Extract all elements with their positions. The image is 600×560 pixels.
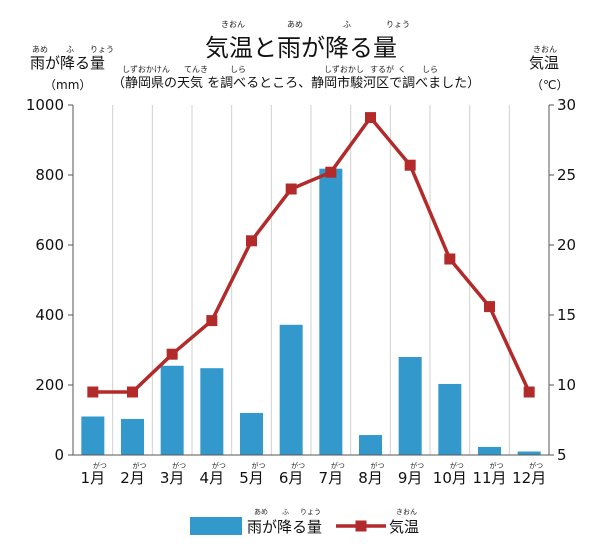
- left-axis-ruby-ame: あめ: [32, 45, 48, 54]
- month-label-10: 10月: [433, 469, 467, 487]
- title-ruby-fu: ふ: [343, 20, 351, 29]
- month-label-5: 5月: [239, 469, 264, 487]
- month-label-ruby: がつ: [291, 461, 305, 470]
- rainfall-bar-6: [279, 324, 303, 455]
- right-tick-label: 25: [557, 166, 576, 184]
- month-label-ruby: がつ: [93, 461, 107, 470]
- legend-rainfall-ruby: ふ: [282, 508, 289, 516]
- subtitle-ruby-ku: く: [398, 65, 406, 74]
- rainfall-bar-7: [319, 168, 343, 455]
- month-label-ruby: がつ: [450, 461, 464, 470]
- left-tick-label: 0: [54, 446, 64, 464]
- right-axis-ruby-kion: きおん: [533, 45, 557, 54]
- legend-rainfall-ruby: りょう: [300, 508, 321, 516]
- month-label-ruby: がつ: [212, 461, 226, 470]
- month-label-ruby: がつ: [371, 461, 385, 470]
- month-label-ruby: がつ: [133, 461, 147, 470]
- right-tick-label: 5: [557, 446, 567, 464]
- month-label-4: 4月: [200, 469, 225, 487]
- month-label-ruby: がつ: [529, 461, 543, 470]
- month-label-6: 6月: [279, 469, 304, 487]
- title-ruby-kion: きおん: [221, 20, 245, 29]
- legend-temperature-marker: [355, 520, 367, 532]
- temperature-marker-12: [523, 386, 535, 398]
- legend-temperature-ruby: きおん: [396, 508, 417, 516]
- right-axis-unit: （℃）: [531, 78, 569, 92]
- month-label-ruby: がつ: [252, 461, 266, 470]
- month-label-ruby: がつ: [172, 461, 186, 470]
- temperature-series: [87, 112, 535, 398]
- month-label-8: 8月: [358, 469, 383, 487]
- temperature-marker-10: [444, 253, 456, 265]
- chart-subtitle: （静岡県の天気 を調べるところ、静岡市駿河区で調べました）: [112, 76, 481, 91]
- rainfall-bar-11: [478, 446, 501, 455]
- subtitle-ruby-suruga: するが: [370, 65, 394, 74]
- rainfall-bar-1: [81, 416, 105, 455]
- rainfall-bar-5: [240, 413, 263, 455]
- right-tick-label: 10: [557, 376, 576, 394]
- month-label-11: 11月: [472, 469, 506, 487]
- month-label-3: 3月: [160, 469, 185, 487]
- month-label-2: 2月: [120, 469, 145, 487]
- right-tick-label: 20: [557, 236, 576, 254]
- subtitle-ruby-shira2: しら: [422, 65, 438, 74]
- rainfall-bar-3: [160, 365, 184, 455]
- chart-axes: [68, 104, 554, 456]
- legend-rainfall-swatch: [190, 517, 242, 535]
- month-label-1: 1月: [81, 469, 106, 487]
- temperature-marker-2: [127, 386, 138, 398]
- vertical-gridlines: [112, 105, 510, 455]
- left-tick-label: 200: [35, 376, 64, 394]
- right-tick-label: 15: [557, 306, 576, 324]
- month-label-9: 9月: [398, 469, 423, 487]
- left-axis-ruby-ryou: りょう: [90, 45, 114, 54]
- subtitle-ruby-shizuokashi: しずおかし: [324, 65, 364, 74]
- rainfall-bar-12: [517, 451, 541, 455]
- temperature-marker-11: [484, 301, 495, 313]
- month-label-7: 7月: [319, 469, 344, 487]
- left-axis-title: 雨が降る量: [30, 54, 106, 72]
- temperature-marker-7: [325, 166, 337, 178]
- subtitle-ruby-shira1: しら: [230, 65, 246, 74]
- left-tick-label: 800: [35, 166, 64, 184]
- legend-temperature-label: 気温: [389, 518, 419, 536]
- temperature-marker-1: [87, 386, 99, 398]
- right-axis-title: 気温: [529, 54, 560, 72]
- left-tick-label: 600: [35, 236, 64, 254]
- month-label-12: 12月: [512, 469, 546, 487]
- temperature-marker-6: [285, 183, 297, 195]
- rainfall-bar-10: [438, 383, 462, 455]
- month-label-ruby: がつ: [410, 461, 424, 470]
- left-tick-label: 1000: [26, 96, 64, 114]
- temperature-marker-5: [246, 235, 257, 247]
- month-label-ruby: がつ: [331, 461, 345, 470]
- month-label-ruby: がつ: [490, 461, 504, 470]
- chart-title: 気温と雨が降る量: [205, 34, 397, 62]
- legend-rainfall-ruby: あめ: [254, 508, 268, 516]
- tick-labels: 0200400600800100051015202530がつ1月がつ2月がつ3月…: [26, 96, 576, 487]
- temperature-marker-3: [166, 348, 178, 360]
- rainfall-bar-8: [359, 435, 382, 455]
- title-ruby-ryou: りょう: [386, 20, 410, 29]
- left-tick-label: 400: [35, 306, 64, 324]
- subtitle-ruby-shizuokaken: しずおかけん: [122, 65, 170, 74]
- right-tick-label: 30: [557, 96, 576, 114]
- legend-rainfall-label: 雨が降る量: [247, 518, 322, 536]
- title-ruby-ame: あめ: [287, 20, 303, 29]
- temperature-marker-9: [404, 159, 416, 171]
- rainfall-bars: [81, 168, 541, 455]
- rainfall-bar-9: [398, 357, 422, 455]
- left-axis-ruby-fu: ふ: [66, 45, 74, 54]
- rainfall-bar-2: [121, 418, 144, 455]
- temperature-marker-4: [206, 315, 218, 327]
- subtitle-ruby-tenki: てんき: [184, 65, 208, 74]
- temperature-marker-8: [365, 112, 376, 124]
- left-axis-unit: （mm）: [44, 78, 92, 92]
- rainfall-bar-4: [200, 368, 224, 455]
- temperature-line: [92, 115, 531, 394]
